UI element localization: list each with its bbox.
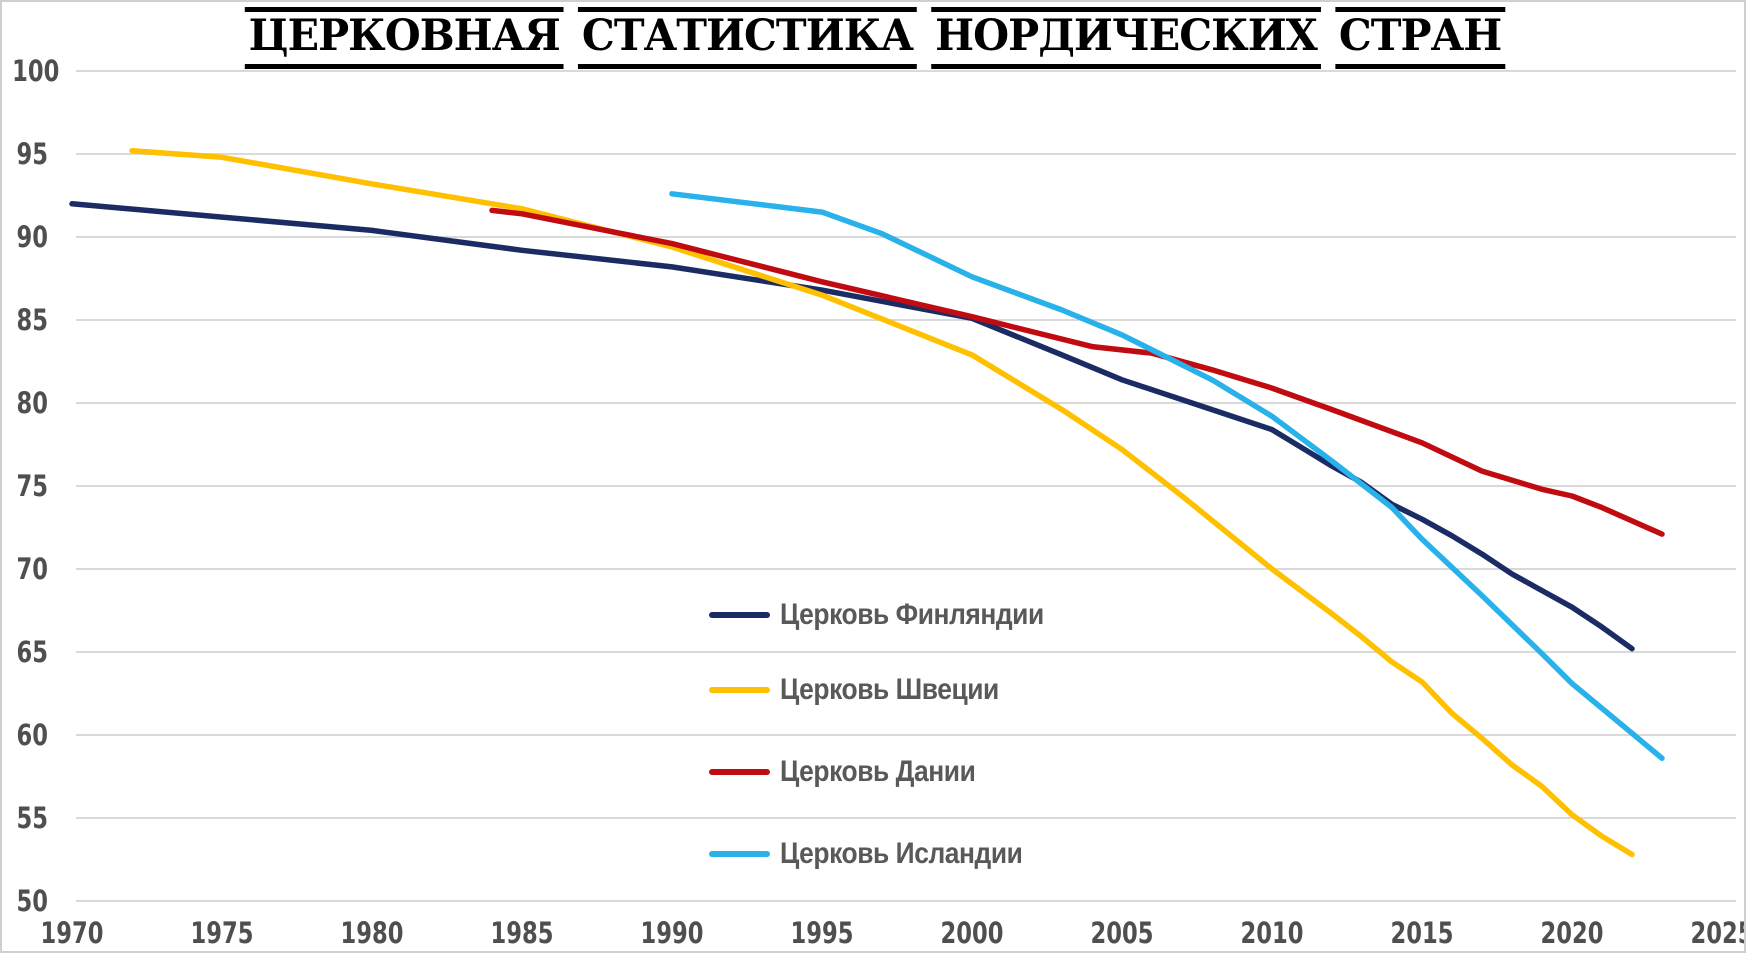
x-tick-label-2025: 2025 — [1690, 916, 1744, 950]
y-tick-label-85: 85 — [16, 303, 48, 337]
chart-title-word: СТРАН — [1335, 7, 1506, 69]
x-tick-label-1970: 1970 — [40, 916, 104, 950]
legend-line-swatch-sweden — [709, 687, 770, 693]
chart-title-word: СТАТИСТИКА — [578, 7, 917, 69]
x-tick-label-2000: 2000 — [940, 916, 1004, 950]
chart-title-word: НОРДИЧЕСКИХ — [931, 7, 1321, 69]
legend-line-swatch-iceland — [709, 851, 770, 857]
chart-title-word: ЦЕРКОВНАЯ — [244, 7, 564, 69]
gridline-95 — [76, 153, 1736, 155]
series-line-denmark — [489, 207, 1665, 537]
y-tick-label-90: 90 — [16, 220, 48, 254]
x-tick-label-1975: 1975 — [190, 916, 254, 950]
x-tick-label-2015: 2015 — [1390, 916, 1454, 950]
series-line-iceland — [669, 191, 1665, 761]
legend-label-denmark: Церковь Дании — [780, 755, 976, 788]
x-tick-label-2020: 2020 — [1540, 916, 1604, 950]
gridline-80 — [76, 402, 1736, 404]
y-tick-label-95: 95 — [16, 137, 48, 171]
x-tick-label-1980: 1980 — [340, 916, 404, 950]
gridline-100 — [76, 70, 1736, 72]
legend-label-iceland: Церковь Исландии — [780, 837, 1023, 870]
y-tick-label-65: 65 — [16, 635, 48, 669]
legend-line-swatch-finland — [709, 612, 770, 618]
gridline-65 — [76, 651, 1736, 653]
y-tick-label-70: 70 — [16, 552, 48, 586]
legend-label-sweden: Церковь Швеции — [780, 673, 999, 706]
gridline-55 — [76, 817, 1736, 819]
gridline-75 — [76, 485, 1736, 487]
series-line-finland — [69, 201, 1635, 652]
y-tick-label-80: 80 — [16, 386, 48, 420]
y-tick-label-50: 50 — [16, 884, 48, 918]
y-tick-label-75: 75 — [16, 469, 48, 503]
gridline-90 — [76, 236, 1736, 238]
y-tick-label-60: 60 — [16, 718, 48, 752]
legend-label-finland: Церковь Финляндии — [780, 598, 1044, 631]
x-tick-label-1985: 1985 — [490, 916, 554, 950]
gridline-50 — [76, 900, 1736, 902]
legend-line-swatch-denmark — [709, 769, 770, 775]
y-tick-label-55: 55 — [16, 801, 48, 835]
chart-title: ЦЕРКОВНАЯ СТАТИСТИКА НОРДИЧЕСКИХ СТРАН — [244, 7, 1506, 69]
series-line-sweden — [129, 147, 1635, 858]
x-tick-label-1990: 1990 — [640, 916, 704, 950]
x-tick-label-2005: 2005 — [1090, 916, 1154, 950]
gridline-85 — [76, 319, 1736, 321]
gridline-60 — [76, 734, 1736, 736]
x-tick-label-1995: 1995 — [790, 916, 854, 950]
gridline-70 — [76, 568, 1736, 570]
x-tick-label-2010: 2010 — [1240, 916, 1304, 950]
